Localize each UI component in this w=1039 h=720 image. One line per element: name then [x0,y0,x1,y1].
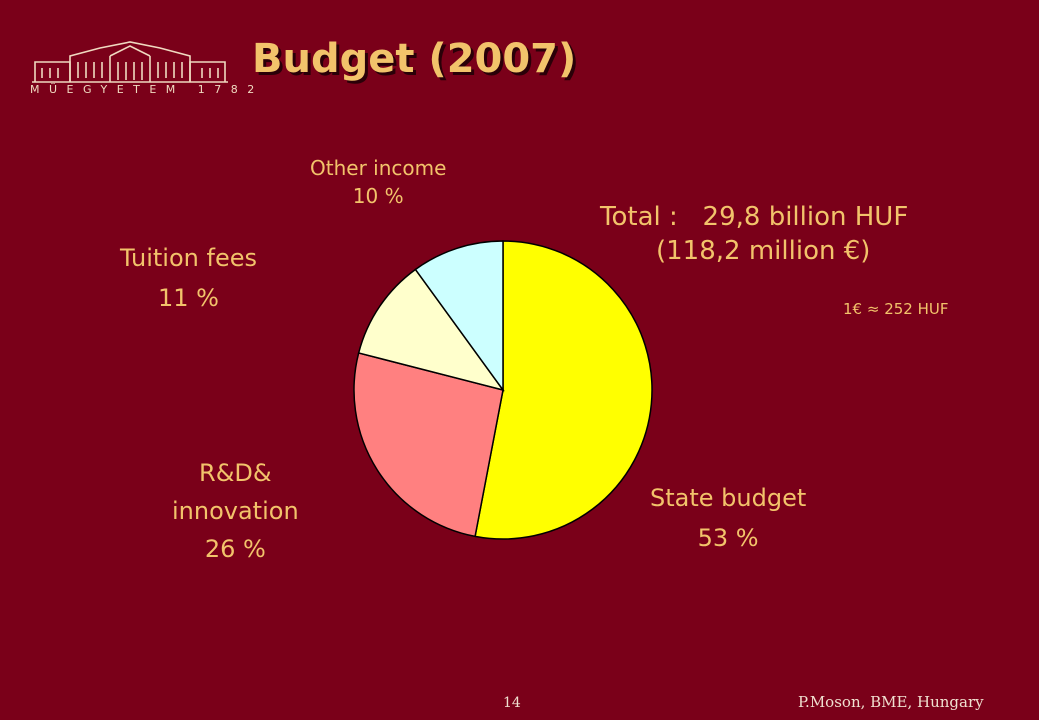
author-credit: P.Moson, BME, Hungary [798,693,984,711]
label-state-budget-pct: 53 % [697,524,759,552]
label-rnd-name-line1: R&D& [199,459,272,487]
page-number: 14 [503,695,521,711]
label-tuition-fees: Tuition fees 11 % [120,238,257,318]
label-tuition-fees-pct: 11 % [158,284,219,312]
total-label: Total : [600,202,678,232]
total-eur: (118,2 million €) [656,236,871,266]
pie-slice-state-budget [474,240,653,540]
pie-slice-r-d-innovation [353,352,504,538]
pie-slice-tuition-fees [357,268,505,392]
pie-slice-other-income [414,240,504,393]
label-rnd-pct: 26 % [204,535,266,563]
exchange-rate: 1€ ≈ 252 HUF [843,300,949,318]
label-other-income: Other income 10 % [310,154,446,210]
logo-text: MÜEGYETEM 1782 [30,83,264,96]
label-other-income-name: Other income [310,156,447,180]
slide-title: Budget (2007) [252,36,577,82]
label-rnd-name-line2: innovation [172,497,299,525]
total-line: Total : 29,8 billion HUF [600,200,908,234]
label-tuition-fees-name: Tuition fees [120,244,257,272]
total-value: 29,8 billion HUF [702,202,909,232]
label-rnd-innovation: R&D& innovation 26 % [172,454,299,568]
label-state-budget: State budget 53 % [650,478,806,558]
total-block: Total : 29,8 billion HUF (118,2 million … [600,200,908,268]
label-other-income-pct: 10 % [352,184,404,208]
label-state-budget-name: State budget [650,484,807,512]
university-building-logo [32,41,228,83]
